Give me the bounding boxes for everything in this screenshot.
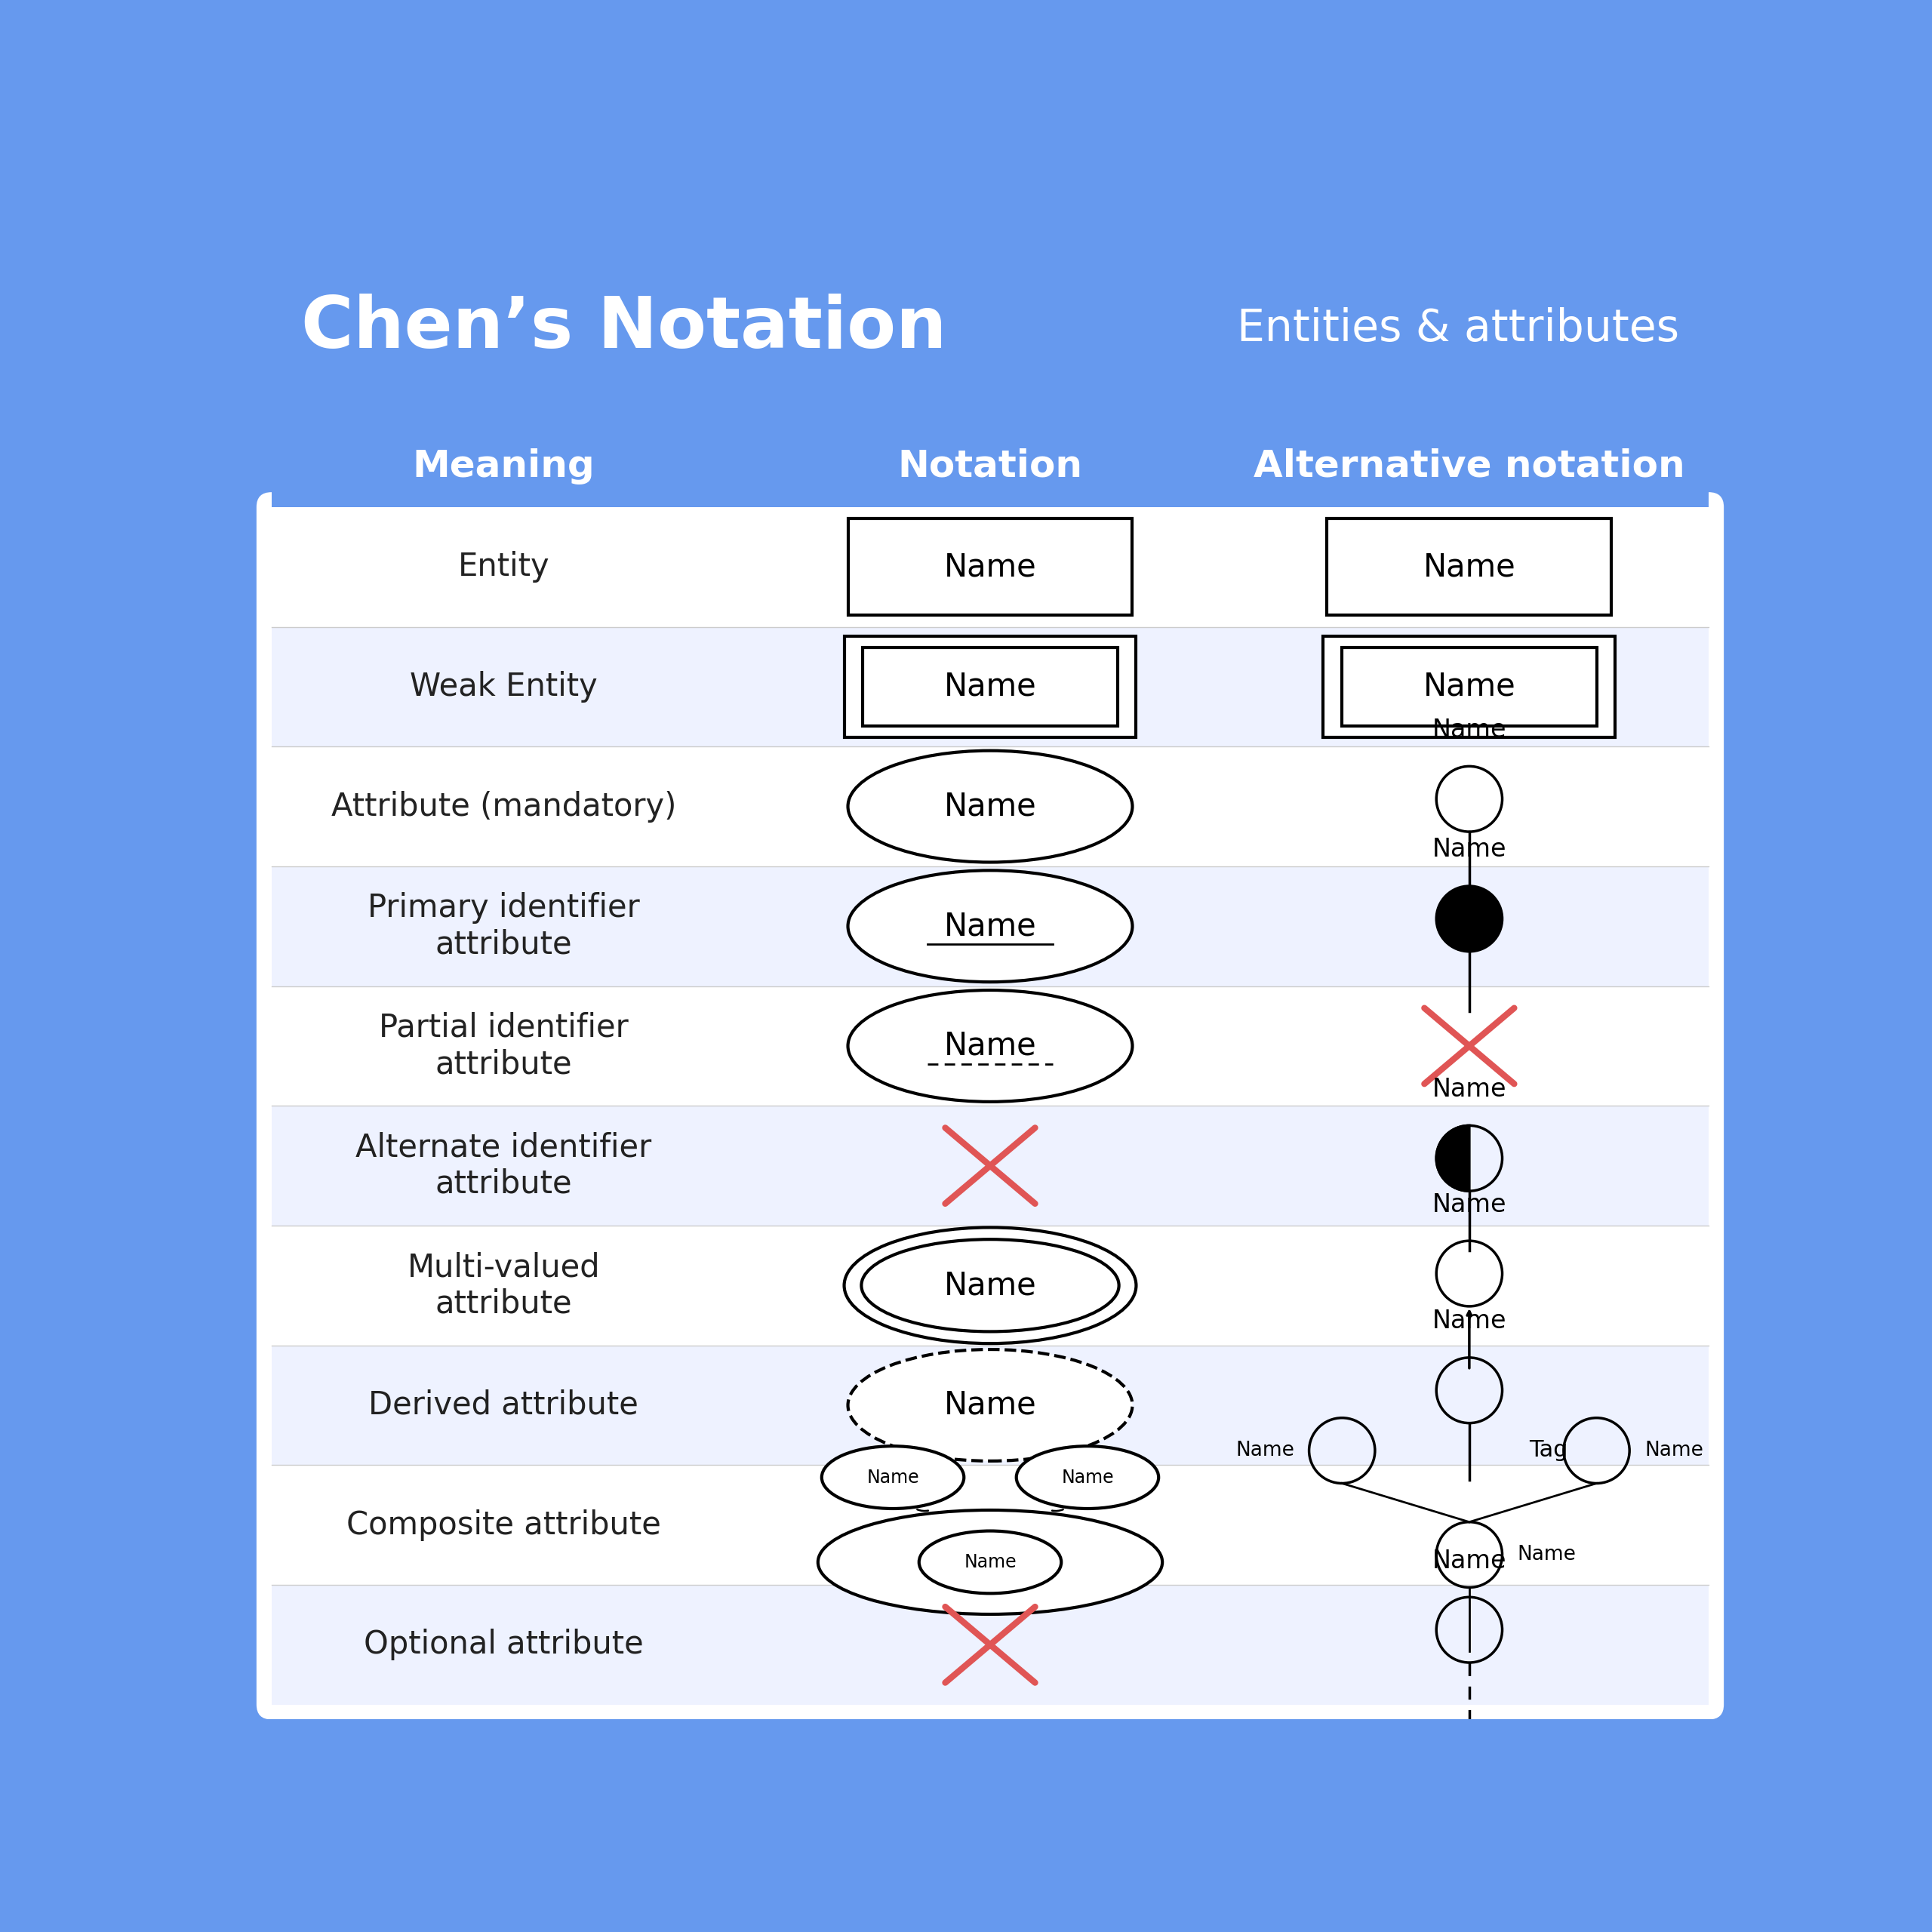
Ellipse shape — [844, 1227, 1136, 1343]
Ellipse shape — [920, 1530, 1061, 1594]
Text: Alternate identifier
attribute: Alternate identifier attribute — [355, 1132, 651, 1200]
Ellipse shape — [817, 1511, 1163, 1615]
Bar — [864, 647, 1117, 726]
Bar — [1327, 518, 1611, 614]
Text: Name: Name — [945, 1030, 1036, 1063]
Text: Name: Name — [1061, 1468, 1113, 1486]
Text: Optional attribute: Optional attribute — [363, 1629, 643, 1662]
Bar — [270, 626, 1708, 746]
Text: Name: Name — [1235, 1441, 1294, 1461]
Text: Name: Name — [945, 1389, 1036, 1422]
Bar — [844, 636, 1136, 738]
Wedge shape — [1435, 1126, 1468, 1190]
Text: Entities & attributes: Entities & attributes — [1236, 307, 1679, 350]
Text: Partial identifier
attribute: Partial identifier attribute — [379, 1012, 628, 1080]
Text: Weak Entity: Weak Entity — [410, 670, 597, 703]
Text: Multi-valued
attribute: Multi-valued attribute — [408, 1252, 601, 1320]
Text: Chen’s Notation: Chen’s Notation — [301, 294, 947, 363]
Bar — [270, 425, 1708, 506]
Bar — [270, 746, 1708, 866]
Bar — [270, 985, 1708, 1105]
Text: Name: Name — [1432, 1076, 1507, 1101]
Bar — [270, 1105, 1708, 1225]
Text: Name: Name — [945, 790, 1036, 823]
Circle shape — [1435, 887, 1503, 951]
Ellipse shape — [1016, 1447, 1159, 1509]
Bar — [848, 518, 1132, 614]
Text: Entity: Entity — [458, 551, 549, 583]
Text: Name: Name — [867, 1468, 920, 1486]
Text: Name: Name — [1517, 1546, 1577, 1565]
Ellipse shape — [862, 1238, 1119, 1331]
Ellipse shape — [848, 871, 1132, 981]
Text: Name: Name — [1432, 1548, 1507, 1573]
Text: Name: Name — [945, 1269, 1036, 1302]
Text: Derived attribute: Derived attribute — [369, 1389, 639, 1422]
Text: Name: Name — [1432, 1308, 1507, 1333]
Bar — [270, 1225, 1708, 1345]
Text: Meaning: Meaning — [412, 448, 595, 485]
Text: Name: Name — [1424, 551, 1515, 583]
Ellipse shape — [848, 991, 1132, 1101]
Bar — [270, 1464, 1708, 1584]
Text: Notation: Notation — [898, 448, 1082, 485]
Bar — [270, 1584, 1708, 1704]
Text: Tag: Tag — [1530, 1439, 1569, 1461]
Ellipse shape — [848, 1349, 1132, 1461]
Text: Name: Name — [964, 1553, 1016, 1571]
Text: Alternative notation: Alternative notation — [1254, 448, 1685, 485]
Text: Attribute (mandatory): Attribute (mandatory) — [330, 790, 676, 823]
Text: Name: Name — [1424, 670, 1515, 703]
FancyBboxPatch shape — [257, 493, 1723, 1719]
Bar — [270, 866, 1708, 985]
Ellipse shape — [821, 1447, 964, 1509]
Text: Composite attribute: Composite attribute — [346, 1509, 661, 1542]
Text: Name: Name — [945, 670, 1036, 703]
Text: Name: Name — [945, 910, 1036, 943]
Text: Name: Name — [1432, 717, 1507, 742]
Text: Primary identifier
attribute: Primary identifier attribute — [367, 893, 639, 960]
Bar — [270, 1345, 1708, 1464]
Bar — [1343, 647, 1596, 726]
Bar — [1323, 636, 1615, 738]
Text: Name: Name — [1432, 1192, 1507, 1217]
Text: Name: Name — [945, 551, 1036, 583]
Text: Name: Name — [1644, 1441, 1704, 1461]
Text: Name: Name — [1432, 837, 1507, 862]
Ellipse shape — [848, 752, 1132, 862]
Bar — [270, 506, 1708, 626]
